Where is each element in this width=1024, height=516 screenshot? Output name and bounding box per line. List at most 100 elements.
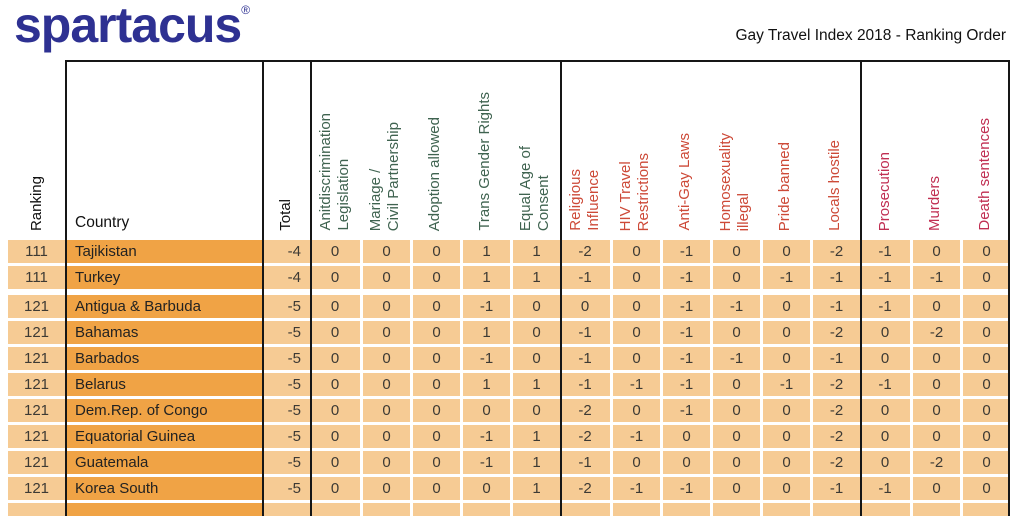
table-body: 111 Tajikistan -4 0 0 0 1 1 -2 0 -1 0 0 -2 -1 0 0 111 Turk… xyxy=(8,240,1010,516)
value-cell: 0 xyxy=(510,295,560,318)
ranking-cell xyxy=(8,503,65,516)
value-cell: -1 xyxy=(860,295,910,318)
value-cell: -1 xyxy=(560,347,610,370)
column-header-negative: Locals hostile xyxy=(810,60,860,238)
value-cell xyxy=(460,503,510,516)
value-cell: 0 xyxy=(960,425,1010,448)
ranking-cell: 111 xyxy=(8,240,65,263)
column-header-ranking-label: Ranking xyxy=(27,175,45,231)
column-header-positive-label: Mariage / Civil Partnership xyxy=(367,121,402,231)
grid-line-left xyxy=(65,60,67,516)
value-cell: 0 xyxy=(310,240,360,263)
value-cell: -1 xyxy=(710,295,760,318)
value-cell: 0 xyxy=(960,347,1010,370)
value-cell: -1 xyxy=(660,477,710,500)
value-cell: -1 xyxy=(810,477,860,500)
value-cell xyxy=(310,503,360,516)
ranking-cell: 121 xyxy=(8,451,65,474)
value-cell: 0 xyxy=(910,477,960,500)
total-cell: -5 xyxy=(262,399,310,422)
total-cell: -5 xyxy=(262,295,310,318)
ranking-cell: 121 xyxy=(8,347,65,370)
value-cell: 0 xyxy=(960,451,1010,474)
value-cell: 1 xyxy=(460,321,510,344)
grid-line-positive-negative xyxy=(560,60,562,516)
value-cell: -2 xyxy=(910,451,960,474)
value-cell: 1 xyxy=(510,425,560,448)
value-cell: -1 xyxy=(610,425,660,448)
column-header-ranking: Ranking xyxy=(8,60,65,238)
country-cell: Tajikistan xyxy=(65,240,262,263)
country-cell: Antigua & Barbuda xyxy=(65,295,262,318)
column-header-positive: Anitdiscrimination Legislation xyxy=(310,60,360,238)
value-cell: 0 xyxy=(460,399,510,422)
column-header-positive-label: Adoption allowed xyxy=(426,116,443,231)
column-header-negative-label: Locals hostile xyxy=(826,140,843,231)
column-header-negative: Pride banned xyxy=(760,60,810,238)
value-cell: 0 xyxy=(560,295,610,318)
value-cell: -2 xyxy=(560,425,610,448)
column-header-severe-label: Prosecution xyxy=(876,151,893,231)
value-cell: 0 xyxy=(610,399,660,422)
value-cell: -1 xyxy=(860,240,910,263)
column-header-severe: Death sentences xyxy=(960,60,1010,238)
column-header-positive-label: Equal Age of Consent xyxy=(517,145,552,231)
value-cell xyxy=(960,503,1010,516)
column-header-severe: Prosecution xyxy=(860,60,910,238)
value-cell: 0 xyxy=(860,347,910,370)
table-top-border xyxy=(65,60,1010,62)
value-cell: 0 xyxy=(760,425,810,448)
value-cell: 0 xyxy=(760,477,810,500)
table-row: 121 Belarus -5 0 0 0 1 1 -1 -1 -1 0 -1 -2 -1 0 0 xyxy=(8,373,1010,396)
value-cell: 0 xyxy=(360,373,410,396)
value-cell: 0 xyxy=(510,347,560,370)
value-cell xyxy=(360,503,410,516)
column-header-severe-label: Death sentences xyxy=(976,118,993,231)
value-cell xyxy=(810,503,860,516)
column-header-negative: Anti-Gay Laws xyxy=(660,60,710,238)
table-row: 111 Tajikistan -4 0 0 0 1 1 -2 0 -1 0 0 -2 -1 0 0 xyxy=(8,240,1010,263)
value-cell: 0 xyxy=(760,240,810,263)
country-cell: Belarus xyxy=(65,373,262,396)
value-cell: -2 xyxy=(810,321,860,344)
value-cell: -1 xyxy=(660,399,710,422)
value-cell: 0 xyxy=(310,425,360,448)
value-cell: 0 xyxy=(360,399,410,422)
value-cell: 0 xyxy=(410,295,460,318)
value-cell: 0 xyxy=(410,347,460,370)
column-header-total-label: Total xyxy=(277,199,294,231)
total-cell: -5 xyxy=(262,451,310,474)
value-cell: 0 xyxy=(360,266,410,289)
column-header-severe: Murders xyxy=(910,60,960,238)
column-header-positive-label: Trans Gender Rights xyxy=(476,92,493,231)
value-cell: 0 xyxy=(360,425,410,448)
ranking-table: Ranking Country Total Anitdiscrimination Le… xyxy=(8,60,1010,516)
value-cell: 0 xyxy=(910,295,960,318)
value-cell: 0 xyxy=(760,347,810,370)
total-cell: -5 xyxy=(262,425,310,448)
value-cell: 0 xyxy=(710,321,760,344)
partial-row xyxy=(8,503,1010,516)
value-cell: 0 xyxy=(510,399,560,422)
value-cell: 0 xyxy=(310,373,360,396)
total-cell: -4 xyxy=(262,240,310,263)
country-cell: Turkey xyxy=(65,266,262,289)
value-cell: -1 xyxy=(860,266,910,289)
value-cell: 0 xyxy=(410,399,460,422)
value-cell: 0 xyxy=(860,321,910,344)
value-cell: -1 xyxy=(860,477,910,500)
column-header-negative-label: Anti-Gay Laws xyxy=(676,133,693,231)
value-cell: 0 xyxy=(360,240,410,263)
value-cell: 1 xyxy=(460,373,510,396)
value-cell xyxy=(560,503,610,516)
column-header-positive: Mariage / Civil Partnership xyxy=(360,60,410,238)
value-cell: 0 xyxy=(760,295,810,318)
value-cell: 0 xyxy=(960,240,1010,263)
value-cell: 0 xyxy=(310,321,360,344)
value-cell: 0 xyxy=(410,425,460,448)
ranking-cell: 121 xyxy=(8,399,65,422)
value-cell: 0 xyxy=(610,347,660,370)
page-title: Gay Travel Index 2018 - Ranking Order xyxy=(735,27,1006,44)
value-cell xyxy=(760,503,810,516)
